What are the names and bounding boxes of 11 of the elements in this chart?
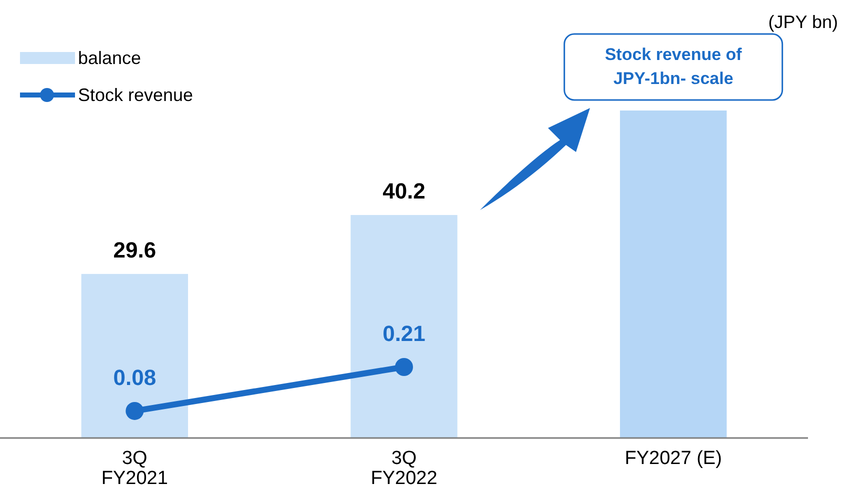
- data-label: 0.21: [382, 321, 426, 346]
- legend-label: balance: [78, 48, 142, 68]
- data-label: 29.6: [113, 237, 156, 262]
- legend-label: Stock revenue: [78, 85, 194, 105]
- data-label: 40.2: [382, 178, 426, 204]
- data-label: 0.08: [113, 364, 156, 390]
- text: (JPY bn): [768, 12, 838, 32]
- x-tick-label: 3Q FY2022: [370, 448, 438, 489]
- text: Stock revenue of JPY-1bn- scale: [604, 45, 742, 88]
- x-tick-label: FY2027 (E): [624, 448, 722, 469]
- x-tick-label: 3Q FY2021: [101, 448, 168, 489]
